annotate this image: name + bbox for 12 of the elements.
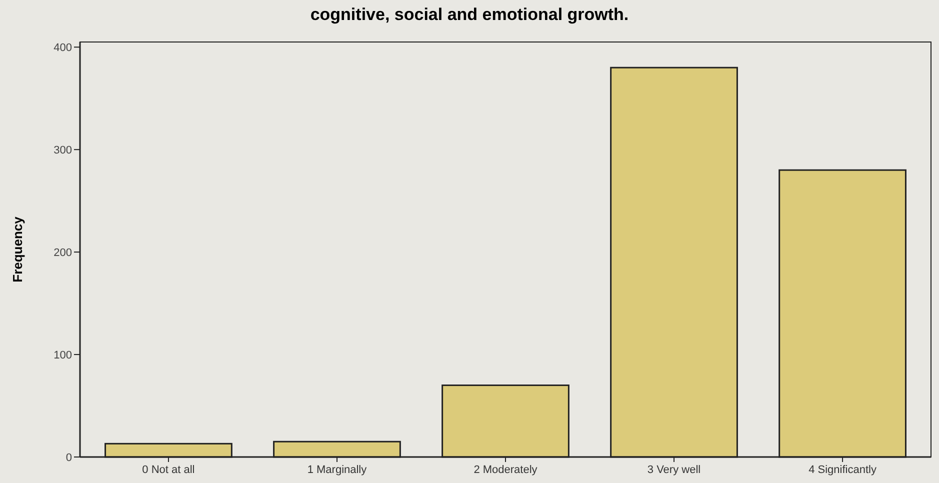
x-tick-label: 0 Not at all [142, 464, 195, 476]
y-tick-label: 0 [66, 452, 72, 464]
y-tick-label: 400 [54, 42, 72, 54]
y-tick-label: 200 [54, 246, 72, 259]
chart-title: cognitive, social and emotional growth. [310, 5, 629, 24]
x-tick-label: 4 Significantly [808, 464, 877, 476]
y-axis-title: Frequency [10, 216, 25, 282]
x-tick-label: 2 Moderately [474, 464, 538, 476]
x-tick-label: 1 Marginally [307, 464, 368, 476]
y-tick-label: 300 [54, 144, 72, 156]
x-tick-label: 3 Very well [647, 464, 701, 476]
y-tick-label: 100 [54, 349, 72, 362]
